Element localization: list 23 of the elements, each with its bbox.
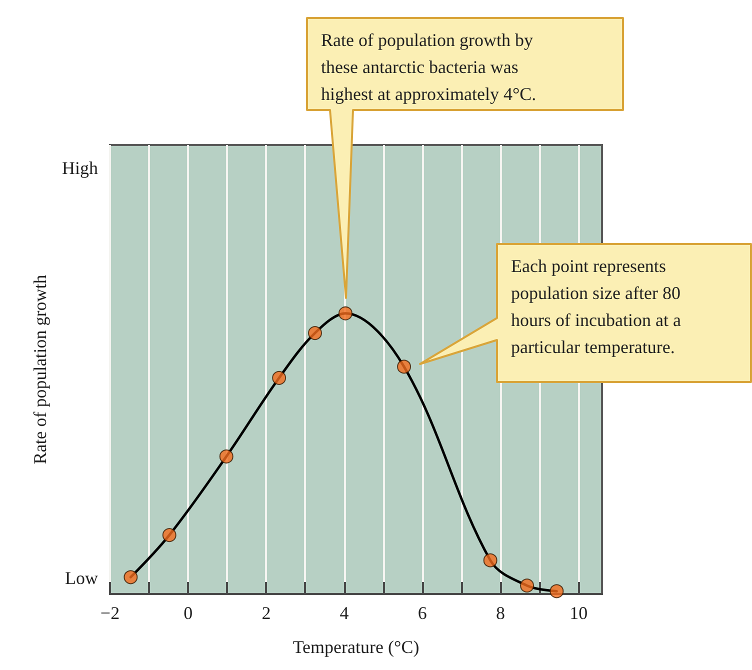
x-tick-label: 10 xyxy=(570,603,588,623)
x-tick-label: −2 xyxy=(100,603,120,623)
x-tick-label: 8 xyxy=(496,603,505,623)
x-tick-label: 6 xyxy=(418,603,427,623)
point xyxy=(550,584,564,598)
x-tick-label: 0 xyxy=(184,603,193,623)
point xyxy=(338,306,352,320)
y-axis-title: Rate of population growth xyxy=(30,274,50,464)
point xyxy=(520,578,534,593)
text: Low xyxy=(65,568,98,588)
x-tick-label: 4 xyxy=(340,603,349,623)
x-tick-label: 2 xyxy=(262,603,271,623)
x-axis-title: Temperature (°C) xyxy=(292,637,420,657)
annotation: Each point represents population size after 80 hours of incubation at a particular temperature. xyxy=(511,256,681,357)
point xyxy=(219,449,234,464)
point xyxy=(397,360,412,374)
point xyxy=(308,326,322,340)
point xyxy=(272,370,286,385)
point xyxy=(483,553,498,568)
point xyxy=(162,528,176,542)
callout-box: Each point represents population size after 80 hours of incubation at a particular temperature. xyxy=(419,243,752,383)
text: High xyxy=(62,158,98,178)
point xyxy=(124,570,138,584)
